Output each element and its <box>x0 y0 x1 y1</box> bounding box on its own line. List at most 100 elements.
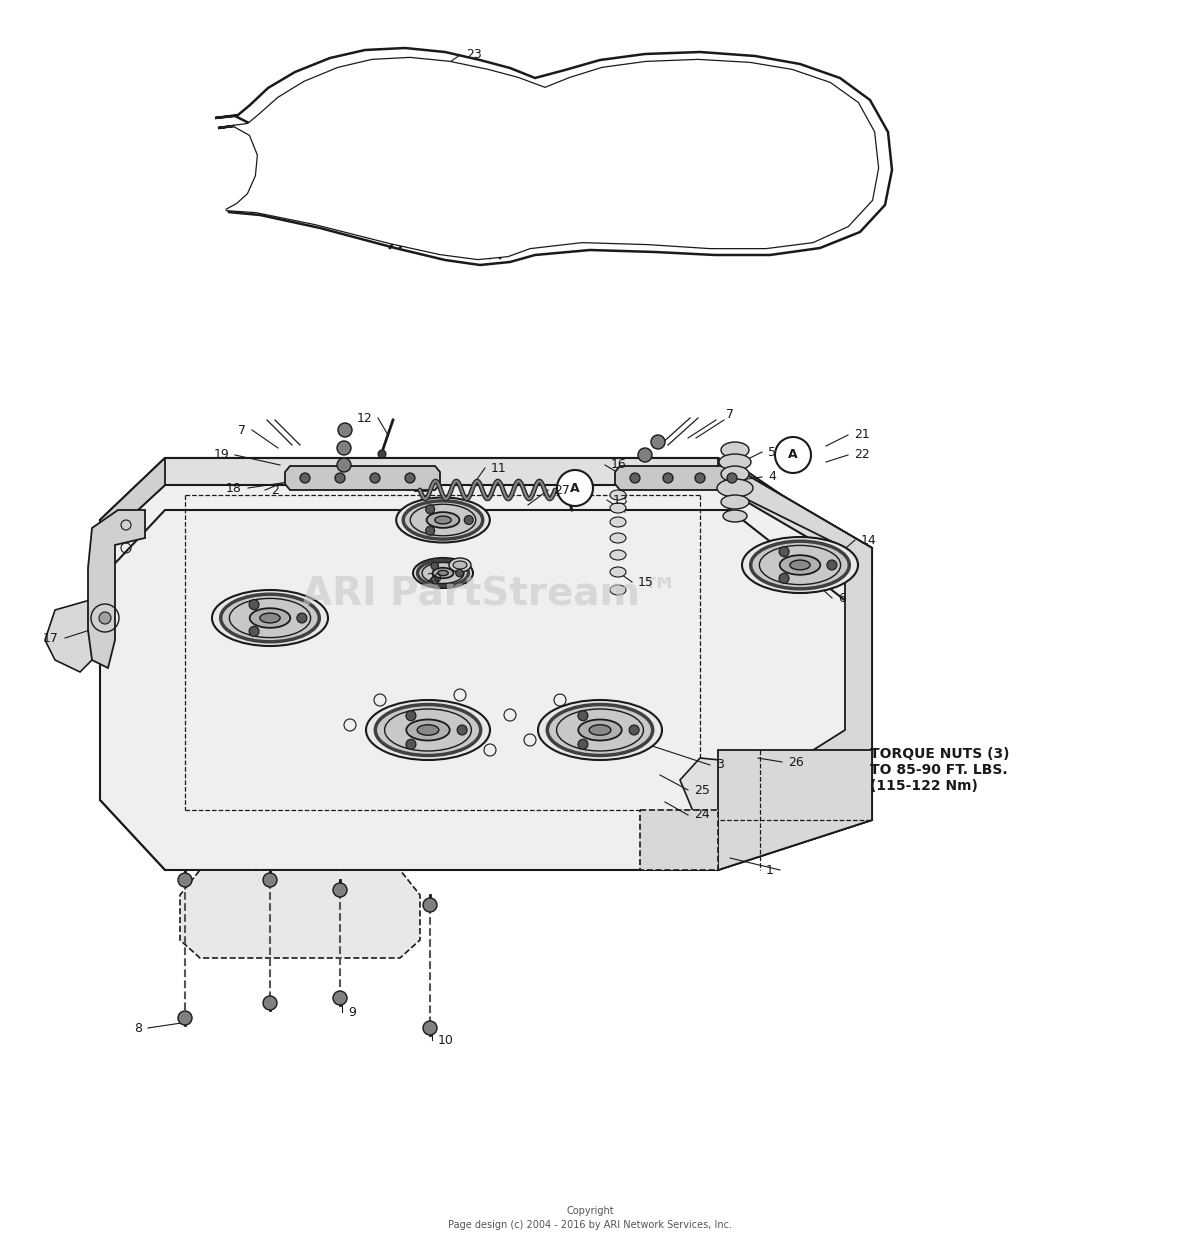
Polygon shape <box>181 870 420 957</box>
Ellipse shape <box>411 504 476 535</box>
Polygon shape <box>88 510 145 669</box>
Ellipse shape <box>719 454 750 471</box>
Ellipse shape <box>610 517 627 527</box>
Circle shape <box>405 473 415 483</box>
Circle shape <box>464 515 473 524</box>
Text: 27: 27 <box>553 483 570 497</box>
Circle shape <box>178 1011 192 1025</box>
Text: 4: 4 <box>768 471 776 483</box>
Circle shape <box>406 711 415 721</box>
Text: A: A <box>570 482 579 494</box>
Circle shape <box>178 873 192 886</box>
Ellipse shape <box>450 558 471 571</box>
Polygon shape <box>640 810 717 870</box>
Ellipse shape <box>422 563 464 584</box>
Text: 18: 18 <box>227 482 242 494</box>
Ellipse shape <box>396 498 490 543</box>
Ellipse shape <box>610 550 627 560</box>
Text: 25: 25 <box>694 783 710 797</box>
Ellipse shape <box>438 570 448 575</box>
Polygon shape <box>45 600 92 672</box>
Circle shape <box>297 613 307 622</box>
Ellipse shape <box>610 533 627 543</box>
Ellipse shape <box>406 720 450 741</box>
Text: 12: 12 <box>356 412 372 425</box>
Text: 6: 6 <box>838 591 846 605</box>
Ellipse shape <box>721 496 749 509</box>
Ellipse shape <box>427 512 459 528</box>
Ellipse shape <box>418 560 468 585</box>
Text: 11: 11 <box>491 462 506 474</box>
Circle shape <box>333 883 347 896</box>
Circle shape <box>630 473 640 483</box>
Ellipse shape <box>433 568 453 578</box>
Polygon shape <box>100 458 165 545</box>
Ellipse shape <box>610 503 627 513</box>
Text: 16: 16 <box>611 458 627 472</box>
Ellipse shape <box>221 594 320 642</box>
Polygon shape <box>215 49 892 265</box>
Circle shape <box>629 725 640 735</box>
Circle shape <box>431 576 439 584</box>
Circle shape <box>378 449 386 458</box>
Ellipse shape <box>717 479 753 497</box>
Text: Copyright
Page design (c) 2004 - 2016 by ARI Network Services, Inc.: Copyright Page design (c) 2004 - 2016 by… <box>448 1205 732 1230</box>
Ellipse shape <box>610 566 627 576</box>
Ellipse shape <box>610 585 627 595</box>
Ellipse shape <box>212 590 328 646</box>
Circle shape <box>371 473 380 483</box>
Text: 20: 20 <box>426 571 442 584</box>
Polygon shape <box>680 758 800 848</box>
Circle shape <box>727 473 738 483</box>
Circle shape <box>263 996 277 1010</box>
Ellipse shape <box>375 705 480 756</box>
Circle shape <box>775 437 811 473</box>
Ellipse shape <box>453 561 467 569</box>
Text: 8: 8 <box>135 1021 142 1035</box>
Circle shape <box>663 473 673 483</box>
Ellipse shape <box>557 708 643 751</box>
Ellipse shape <box>385 708 471 751</box>
Ellipse shape <box>723 510 747 522</box>
Text: 9: 9 <box>348 1006 356 1018</box>
Circle shape <box>431 561 439 570</box>
Text: 7: 7 <box>726 408 734 422</box>
Ellipse shape <box>742 537 858 593</box>
Circle shape <box>578 740 588 749</box>
Circle shape <box>337 441 350 454</box>
Circle shape <box>426 504 434 514</box>
Text: 14: 14 <box>861 534 877 547</box>
Text: 13: 13 <box>612 493 629 507</box>
Circle shape <box>249 600 260 610</box>
Text: 23: 23 <box>466 49 481 61</box>
Text: 7: 7 <box>238 423 245 437</box>
Text: 15: 15 <box>638 575 654 589</box>
Circle shape <box>422 898 437 913</box>
Text: 10: 10 <box>438 1033 454 1047</box>
Ellipse shape <box>750 542 850 589</box>
Ellipse shape <box>260 613 280 622</box>
Text: 3: 3 <box>716 758 723 772</box>
Circle shape <box>455 569 464 576</box>
Polygon shape <box>409 154 470 186</box>
Text: 24: 24 <box>694 808 709 822</box>
Polygon shape <box>717 458 872 870</box>
Circle shape <box>335 473 345 483</box>
Text: 26: 26 <box>788 756 804 768</box>
Text: A: A <box>788 448 798 462</box>
Polygon shape <box>100 458 872 870</box>
Circle shape <box>300 473 310 483</box>
Ellipse shape <box>434 517 451 524</box>
Polygon shape <box>286 466 440 491</box>
Text: 2: 2 <box>271 483 278 497</box>
Text: 17: 17 <box>44 631 59 645</box>
Text: 1: 1 <box>766 864 774 876</box>
Circle shape <box>578 711 588 721</box>
Polygon shape <box>717 749 872 870</box>
Ellipse shape <box>721 442 749 458</box>
Text: 5: 5 <box>768 446 776 458</box>
Circle shape <box>337 458 350 472</box>
Polygon shape <box>100 458 872 575</box>
Circle shape <box>457 725 467 735</box>
Ellipse shape <box>760 545 840 585</box>
